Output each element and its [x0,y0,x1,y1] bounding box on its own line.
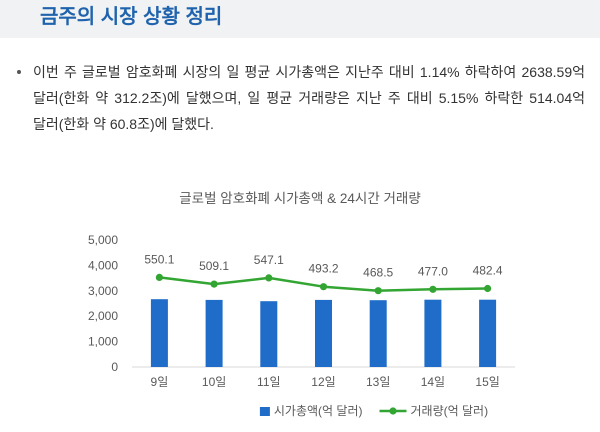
market-cap-bar-3 [260,301,278,367]
y-tick-label-0: 0 [111,360,118,374]
volume-point-2 [210,280,218,288]
market-chart: 글로벌 암호화폐 시가총액 & 24시간 거래량 0 1,000 2,000 3,000… [88,191,515,418]
volume-data-label-6: 477.0 [418,264,448,278]
x-tick-label-6: 14일 [421,375,445,389]
market-cap-bar-2 [205,299,223,367]
chart-title: 글로벌 암호화폐 시가총액 & 24시간 거래량 [179,191,421,206]
volume-data-label-3: 547.1 [254,253,284,267]
volume-data-label-2: 509.1 [199,259,229,273]
volume-data-label-4: 493.2 [308,262,338,276]
market-cap-bar-4 [315,299,332,367]
market-cap-bar-5 [369,300,387,367]
market-cap-bars [150,299,497,367]
volume-point-5 [374,287,382,295]
y-axis: 0 1,000 2,000 3,000 4,000 5,000 [88,233,118,374]
y-tick-label-3: 3,000 [88,284,118,298]
x-tick-label-2: 10일 [202,375,226,389]
header-bar: 금주의 시장 상황 정리 [0,0,600,38]
volume-point-6 [429,285,437,293]
volume-point-3 [265,274,273,282]
bullet-icon [17,70,21,74]
x-tick-label-4: 12일 [311,375,335,389]
volume-point-7 [484,284,492,293]
y-tick-label-2: 2,000 [88,309,118,323]
x-tick-label-1: 9일 [151,375,169,389]
volume-series: 550.1 509.1 547.1 493.2 468.5 477.0 482.4 [144,252,503,295]
legend-label-market-cap: 시가총액(억 달러) [274,404,363,418]
x-axis: 9일 10일 11일 12일 13일 14일 15일 [151,375,500,389]
page-title: 금주의 시장 상황 정리 [40,6,223,28]
volume-data-label-1: 550.1 [144,252,174,266]
y-tick-label-5: 5,000 [88,233,118,247]
market-cap-bar-6 [424,299,442,367]
volume-data-label-5: 468.5 [363,266,393,280]
chart-legend: 시가총액(억 달러) 거래량(억 달러) [259,404,489,418]
summary-section: 이번 주 글로벌 암호화폐 시장의 일 평균 시가총액은 지난주 대비 1.14… [15,59,585,137]
volume-data-label-7: 482.4 [473,264,503,278]
x-tick-label-5: 13일 [366,375,390,389]
y-tick-label-1: 1,000 [88,335,118,349]
y-tick-label-4: 4,000 [88,258,118,272]
legend-label-volume: 거래량(억 달러) [411,404,489,418]
volume-point-1 [155,273,163,281]
x-tick-label-3: 11일 [257,375,281,389]
legend-swatch-volume-marker [389,407,397,415]
summary-text: 이번 주 글로벌 암호화폐 시장의 일 평균 시가총액은 지난주 대비 1.14… [33,64,585,132]
market-cap-bar-7 [479,299,497,367]
legend-swatch-market-cap [259,407,270,416]
volume-point-4 [319,283,328,291]
x-tick-label-7: 15일 [475,375,499,389]
market-cap-bar-1 [150,299,168,367]
